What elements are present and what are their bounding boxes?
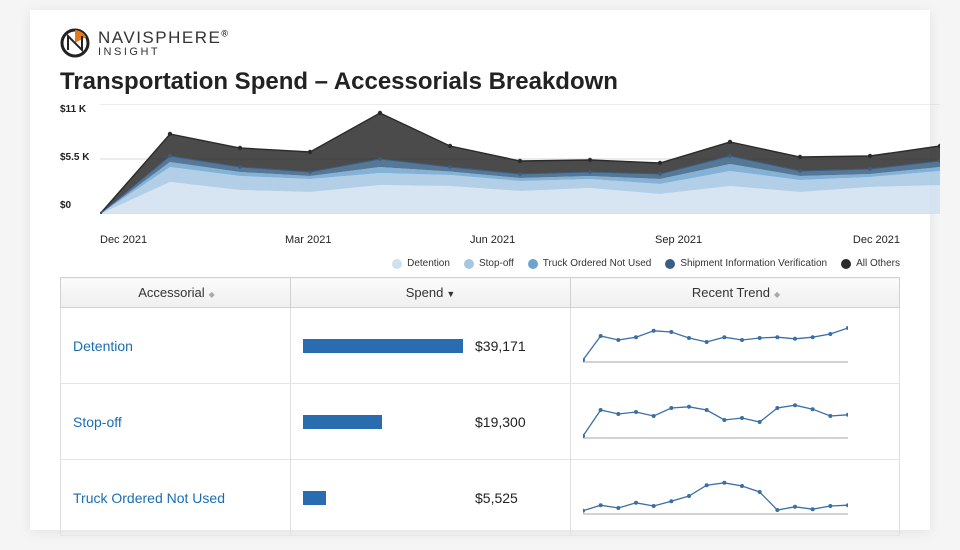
brand-subtitle: INSIGHT <box>98 47 228 58</box>
table-row: Detention $39,171 <box>61 308 900 384</box>
legend-swatch <box>665 259 675 269</box>
legend-label: Shipment Information Verification <box>680 258 827 269</box>
table-row: Truck Ordered Not Used $5,525 <box>61 460 900 536</box>
legend-label: All Others <box>856 258 900 269</box>
x-axis-label: Jun 2021 <box>470 234 655 246</box>
column-header[interactable]: Recent Trend◆ <box>571 278 900 308</box>
legend-swatch <box>392 259 402 269</box>
spend-area-chart[interactable]: $11 K $5.5 K $0 <box>60 104 900 234</box>
x-axis-label: Mar 2021 <box>285 234 470 246</box>
legend-item[interactable]: Detention <box>392 258 450 269</box>
spend-bar <box>303 415 463 429</box>
spend-value: $5,525 <box>475 490 518 506</box>
trend-sparkline <box>583 322 848 366</box>
legend-label: Truck Ordered Not Used <box>543 258 652 269</box>
table-row: Stop-off $19,300 <box>61 384 900 460</box>
column-header[interactable]: Spend▼ <box>291 278 571 308</box>
trend-sparkline <box>583 474 848 518</box>
legend-item[interactable]: All Others <box>841 258 900 269</box>
page-title: Transportation Spend – Accessorials Brea… <box>60 68 900 96</box>
y-axis-label: $0 <box>60 200 71 211</box>
legend-swatch <box>464 259 474 269</box>
trend-sparkline <box>583 398 848 442</box>
accessorials-table: Accessorial◆Spend▼Recent Trend◆ Detentio… <box>60 277 900 536</box>
spend-value: $19,300 <box>475 414 526 430</box>
legend-item[interactable]: Shipment Information Verification <box>665 258 827 269</box>
sort-icon: ◆ <box>774 290 778 299</box>
legend-swatch <box>528 259 538 269</box>
brand-registered: ® <box>221 28 228 38</box>
accessorial-link[interactable]: Truck Ordered Not Used <box>73 490 225 506</box>
accessorial-link[interactable]: Detention <box>73 338 133 354</box>
chart-legend: Detention Stop-off Truck Ordered Not Used S… <box>60 258 900 269</box>
y-axis-label: $11 K <box>60 104 86 115</box>
sort-icon: ◆ <box>209 290 213 299</box>
x-axis-label: Dec 2021 <box>100 234 285 246</box>
accessorial-link[interactable]: Stop-off <box>73 414 122 430</box>
y-axis-label: $5.5 K <box>60 152 89 163</box>
legend-swatch <box>841 259 851 269</box>
legend-label: Detention <box>407 258 450 269</box>
dashboard-panel: NAVISPHERE® INSIGHT Transportation Spend… <box>30 10 930 530</box>
x-axis-labels: Dec 2021 Mar 2021 Jun 2021 Sep 2021 Dec … <box>60 234 900 246</box>
legend-item[interactable]: Truck Ordered Not Used <box>528 258 652 269</box>
spend-bar <box>303 491 463 505</box>
area-chart-svg <box>100 104 940 214</box>
legend-item[interactable]: Stop-off <box>464 258 514 269</box>
column-header[interactable]: Accessorial◆ <box>61 278 291 308</box>
brand-name: NAVISPHERE <box>98 28 221 47</box>
sort-icon: ▼ <box>446 289 455 299</box>
x-axis-label: Sep 2021 <box>655 234 840 246</box>
spend-bar <box>303 339 463 353</box>
brand-logo: NAVISPHERE® INSIGHT <box>60 28 900 58</box>
navisphere-logo-icon <box>60 28 90 58</box>
spend-value: $39,171 <box>475 338 526 354</box>
x-axis-label: Dec 2021 <box>840 234 900 246</box>
legend-label: Stop-off <box>479 258 514 269</box>
